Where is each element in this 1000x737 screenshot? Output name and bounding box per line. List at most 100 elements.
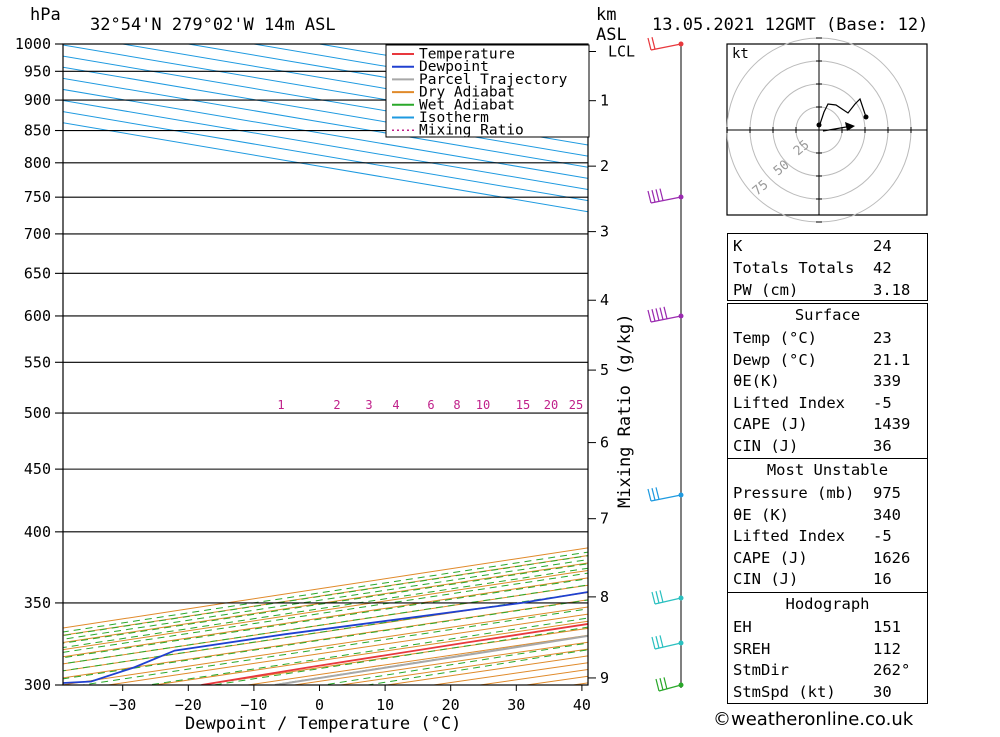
- valid-date: 13.05.2021 12GMT (Base: 12): [652, 15, 928, 35]
- surface-li-label: Lifted Index: [733, 394, 845, 412]
- temperature-tick-label: 20: [442, 696, 460, 714]
- pressure-unit: hPa: [30, 5, 61, 25]
- station-location: 32°54'N 279°02'W 14m ASL: [90, 15, 336, 35]
- mixing-ratio-label: 8: [453, 398, 460, 412]
- surface-cape-value: 1439: [873, 415, 910, 433]
- mixing-ratio-label: 1: [277, 398, 284, 412]
- wind-barb-feather: [664, 307, 667, 319]
- pressure-tick-label: 800: [24, 154, 51, 172]
- wind-barb-shaft: [651, 197, 681, 203]
- mu-theta-value: 340: [873, 506, 901, 524]
- pressure-tick-label: 900: [24, 91, 51, 109]
- isobar-lines: [63, 44, 588, 685]
- mu-cin-label: CIN (J): [733, 570, 798, 588]
- storm-speed-value: 30: [873, 683, 892, 701]
- mixing-ratio-label: 20: [544, 398, 558, 412]
- mixing-ratio-axis-label: Mixing Ratio (g/kg): [615, 314, 635, 508]
- mu-cape-label: CAPE (J): [733, 549, 808, 567]
- eh-value: 151: [873, 618, 901, 636]
- mu-cin-value: 16: [873, 570, 892, 588]
- wind-barb-feather: [660, 308, 663, 320]
- pressure-tick-label: 700: [24, 225, 51, 243]
- mixing-ratio-label: 4: [392, 398, 399, 412]
- sreh-label: SREH: [733, 640, 770, 658]
- mu-theta-label: θE (K): [733, 506, 789, 524]
- storm-speed-label: StmSpd (kt): [733, 683, 836, 701]
- wind-barb-feather: [660, 635, 663, 647]
- most-unstable-title: Most Unstable: [728, 461, 927, 479]
- pressure-tick-label: 550: [24, 353, 51, 371]
- wind-barb-feather: [660, 678, 663, 690]
- hodograph-start: [817, 123, 822, 128]
- wind-barb-feather: [660, 590, 663, 602]
- mixing-ratio-label: 10: [476, 398, 490, 412]
- plot-frame: [63, 44, 588, 685]
- precipitable-water-value: 3.18: [873, 281, 910, 299]
- totals-totals-label: Totals Totals: [733, 259, 854, 277]
- mu-pressure-label: Pressure (mb): [733, 484, 854, 502]
- wind-barb-feather: [652, 190, 655, 202]
- surface-cape-label: CAPE (J): [733, 415, 808, 433]
- pressure-tick-label: 650: [24, 264, 51, 282]
- surface-temp-value: 23: [873, 329, 892, 347]
- mu-li-label: Lifted Index: [733, 527, 845, 545]
- mu-pressure-value: 975: [873, 484, 901, 502]
- km-unit: km: [596, 5, 616, 25]
- mixing-ratio-label: 25: [569, 398, 583, 412]
- copyright[interactable]: ©weatheronline.co.uk: [713, 709, 913, 730]
- height-tick-label: 9: [600, 669, 609, 687]
- wind-barb-feather: [652, 37, 655, 49]
- wind-barb-feather: [648, 310, 651, 322]
- mu-li-value: -5: [873, 527, 892, 545]
- height-tick-label: 6: [600, 434, 609, 452]
- pressure-tick-label: 450: [24, 460, 51, 478]
- lcl-label: LCL: [608, 43, 635, 61]
- pressure-tick-label: 500: [24, 404, 51, 422]
- precipitable-water-label: PW (cm): [733, 281, 798, 299]
- wind-barb-feather: [656, 636, 659, 648]
- wind-barb-feather: [648, 38, 651, 50]
- height-tick-label: 3: [600, 223, 609, 241]
- height-tick-label: 7: [600, 510, 609, 528]
- wind-barb-feather: [656, 189, 659, 201]
- mixing-ratio-label: 15: [516, 398, 530, 412]
- temperature-tick-label: 10: [376, 696, 394, 714]
- temperature-tick-label: 30: [507, 696, 525, 714]
- mixing-ratio-label: 6: [427, 398, 434, 412]
- height-tick-label: 8: [600, 588, 609, 606]
- wind-profile: [648, 37, 684, 691]
- wind-barb-feather: [656, 308, 659, 320]
- height-tick-label: 2: [600, 157, 609, 175]
- x-axis-label: Dewpoint / Temperature (°C): [185, 714, 461, 733]
- storm-dir-value: 262°: [873, 661, 910, 679]
- surface-dewp-value: 21.1: [873, 351, 910, 369]
- surface-dewp-label: Dewp (°C): [733, 351, 817, 369]
- wind-barb-feather: [648, 191, 651, 203]
- most-unstable-table: Most Unstable Pressure (mb) 975 θE (K) 340…: [727, 458, 928, 593]
- wind-barb-feather: [652, 637, 655, 649]
- temperature-tick-label: 0: [315, 696, 324, 714]
- temperature-tick-label: −20: [175, 696, 202, 714]
- surface-title: Surface: [728, 306, 927, 324]
- eh-label: EH: [733, 618, 752, 636]
- wind-barb-feather: [656, 591, 659, 603]
- surface-cin-label: CIN (J): [733, 437, 798, 455]
- height-tick-label: 5: [600, 361, 609, 379]
- pressure-tick-label: 950: [24, 62, 51, 80]
- surface-table: Surface Temp (°C)23 Dewp (°C)21.1 θE(K)3…: [727, 303, 928, 459]
- legend-label: Mixing Ratio: [419, 123, 524, 139]
- surface-cin-value: 36: [873, 437, 892, 455]
- totals-totals-value: 42: [873, 259, 892, 277]
- wind-barb-feather: [652, 592, 655, 604]
- surface-theta-value: 339: [873, 372, 901, 390]
- surface-li-value: -5: [873, 394, 892, 412]
- k-index-value: 24: [873, 237, 892, 255]
- wind-barb-shaft: [651, 44, 681, 50]
- pressure-tick-label: 300: [24, 676, 51, 694]
- hodograph-unit: kt: [732, 46, 749, 62]
- wind-barb-feather: [656, 487, 659, 499]
